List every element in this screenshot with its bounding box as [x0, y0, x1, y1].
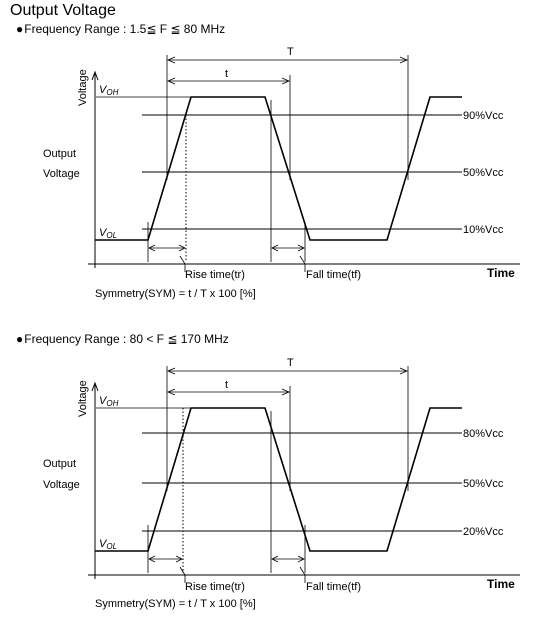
output-label-1: Output — [43, 148, 76, 160]
frequency-range-text-1: Frequency Range : 1.5≦ F ≦ 80 MHz — [24, 22, 226, 36]
arrow-left-icon — [271, 555, 279, 563]
y-axis-arrow-icon-1 — [91, 70, 99, 81]
arrow-right-icon — [178, 244, 186, 252]
level-label-lower-2: 20%Vcc — [463, 526, 504, 538]
arrow-left-icon — [166, 56, 176, 64]
x-axis-label-1: Time — [487, 266, 515, 280]
fall-leader-2 — [299, 566, 306, 583]
frequency-range-label-1: ●Frequency Range : 1.5≦ F ≦ 80 MHz — [16, 22, 225, 36]
page-title: Output Voltage — [10, 2, 116, 19]
timing-diagram-2: Voltage VOH VOL Output Voltage 80%Vcc 50… — [43, 357, 520, 593]
arrow-right-icon — [399, 56, 409, 64]
voltage-label-1: Voltage — [43, 168, 80, 180]
level-label-mid-1: 50%Vcc — [463, 167, 504, 179]
waveform-2 — [95, 407, 462, 552]
level-label-upper-2: 80%Vcc — [463, 428, 504, 440]
arrow-right-icon — [281, 77, 291, 85]
waveform-1 — [95, 96, 462, 241]
level-label-mid-2: 50%Vcc — [463, 478, 504, 490]
arrow-right-icon — [399, 367, 409, 375]
level-label-lower-1: 10%Vcc — [463, 224, 504, 236]
arrow-right-icon — [281, 388, 291, 396]
rise-leader-2 — [179, 566, 186, 583]
timing-diagram-1: Voltage VOH VOL Output Voltage 90%Vcc 50… — [43, 46, 520, 281]
voh-label-1: VOH — [99, 84, 119, 97]
period-label-2: T — [287, 357, 294, 369]
arrow-right-icon — [297, 244, 305, 252]
voh-label-2: VOH — [99, 395, 119, 408]
period-label-1: T — [287, 46, 294, 58]
frequency-range-label-2: ●Frequency Range : 80 < F ≦ 170 MHz — [16, 332, 229, 346]
rise-leader-1 — [179, 255, 186, 272]
arrow-left-icon — [148, 555, 156, 563]
arrow-left-icon — [271, 244, 279, 252]
fall-time-label-1: Fall time(tf) — [306, 269, 361, 281]
fall-time-label-2: Fall time(tf) — [306, 581, 361, 593]
arrow-right-icon — [175, 555, 183, 563]
arrow-left-icon — [166, 388, 176, 396]
symmetry-formula-1: Symmetry(SYM) = t / T x 100 [%] — [95, 288, 256, 300]
arrow-left-icon — [148, 244, 156, 252]
level-label-upper-1: 90%Vcc — [463, 110, 504, 122]
y-axis-label-1: Voltage — [77, 69, 89, 106]
y-axis-label-2: Voltage — [77, 380, 89, 417]
fall-leader-1 — [299, 255, 306, 272]
pulse-label-1: t — [225, 68, 228, 80]
output-label-2: Output — [43, 458, 76, 470]
pulse-label-2: t — [225, 379, 228, 391]
x-axis-label-2: Time — [487, 577, 515, 591]
symmetry-formula-2: Symmetry(SYM) = t / T x 100 [%] — [95, 598, 256, 610]
bullet-icon: ● — [16, 332, 24, 346]
voltage-label-2: Voltage — [43, 479, 80, 491]
vol-label-1: VOL — [99, 227, 117, 240]
arrow-right-icon — [297, 555, 305, 563]
rise-time-label-2: Rise time(tr) — [185, 581, 245, 593]
vol-label-2: VOL — [99, 538, 117, 551]
frequency-range-text-2: Frequency Range : 80 < F ≦ 170 MHz — [24, 332, 229, 346]
arrow-left-icon — [166, 367, 176, 375]
rise-time-label-1: Rise time(tr) — [185, 269, 245, 281]
y-axis-arrow-icon-2 — [91, 381, 99, 392]
arrow-left-icon — [166, 77, 176, 85]
bullet-icon: ● — [16, 22, 24, 36]
